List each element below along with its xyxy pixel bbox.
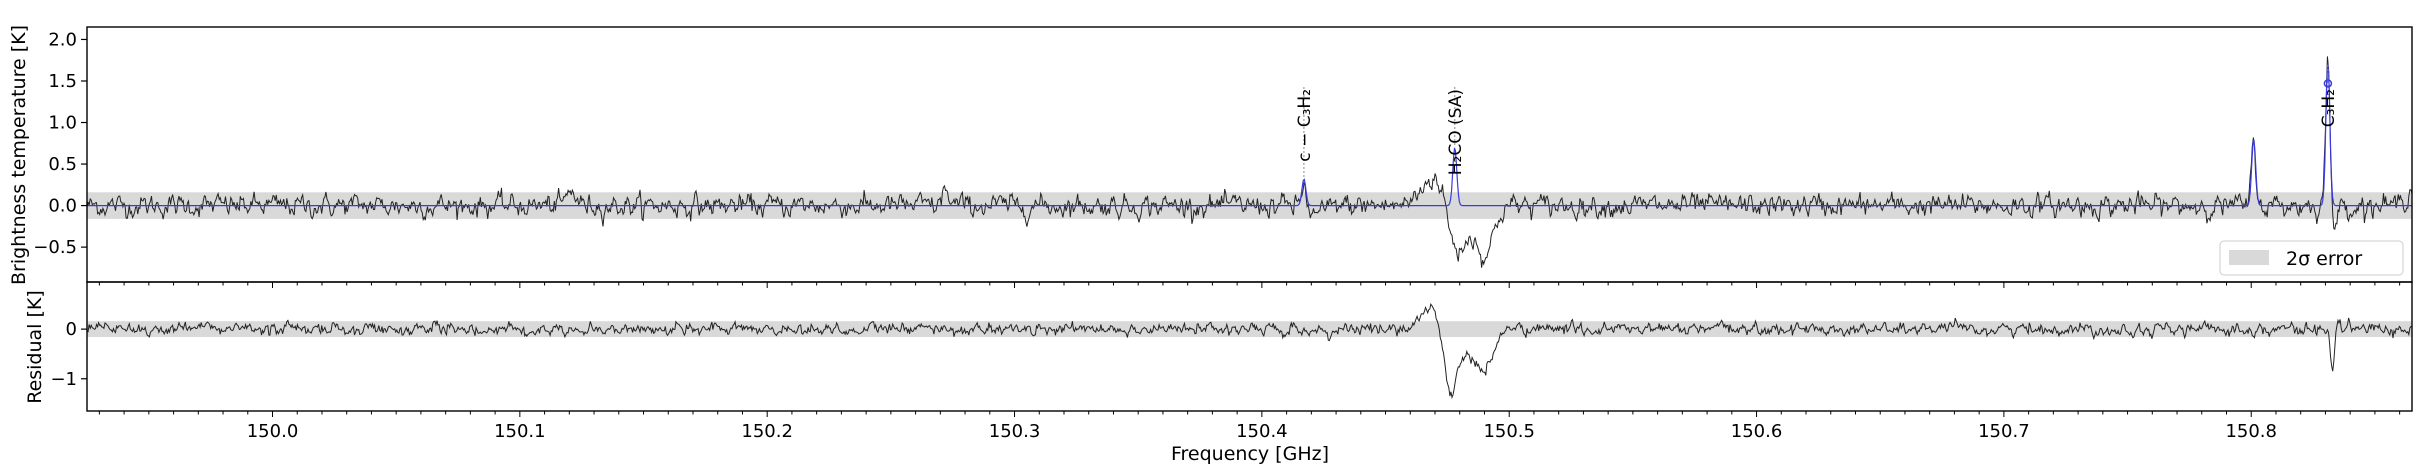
fit-marker xyxy=(2323,79,2333,88)
x-axis-title: Frequency [GHz] xyxy=(1171,443,1329,465)
y-tick-label: 1.0 xyxy=(48,113,77,134)
x-tick-label: 150.8 xyxy=(2225,421,2277,442)
model-spectrum xyxy=(87,63,2412,207)
top-panel: 2.0 1.5 1.0 0.5 0.0 −0.5 c − C₃H₂ H₂CO (SA) C₃H₂… xyxy=(33,26,2413,288)
legend-swatch xyxy=(2229,250,2269,265)
y-tick-label: 1.5 xyxy=(48,71,77,92)
y-tick-label: 0.5 xyxy=(48,154,77,175)
residual-spectrum xyxy=(87,303,2412,400)
x-tick-label: 150.7 xyxy=(1978,421,2030,442)
line-id-label: H₂CO (SA) xyxy=(1446,89,1466,175)
axes-frame xyxy=(86,281,2413,412)
y-tick-label: −0.5 xyxy=(33,237,77,258)
axes-frame xyxy=(86,26,2413,283)
line-id-label: C₃H₂ xyxy=(2319,89,2339,127)
line-id-label: c − C₃H₂ xyxy=(1295,89,1315,162)
top-y-axis-title: Brightness temperature [K] xyxy=(8,25,30,285)
bottom-y-axis-title: Residual [K] xyxy=(24,290,46,404)
x-tick-label: 150.6 xyxy=(1731,421,1783,442)
y-tick-label: −1 xyxy=(50,369,77,390)
y-tick-label: 2.0 xyxy=(48,29,77,50)
x-tick-label: 150.1 xyxy=(494,421,546,442)
x-tick-label: 150.0 xyxy=(247,421,299,442)
x-tick-label: 150.2 xyxy=(741,421,793,442)
y-tick-label: 0.0 xyxy=(48,196,77,217)
x-tick-label: 150.5 xyxy=(1483,421,1535,442)
legend: 2σ error xyxy=(2219,240,2404,276)
legend-label: 2σ error xyxy=(2286,248,2362,270)
x-tick-label: 150.4 xyxy=(1236,421,1288,442)
observed-spectrum xyxy=(87,56,2412,268)
y-tick-label: 0 xyxy=(66,319,77,340)
x-tick-label: 150.3 xyxy=(989,421,1041,442)
bottom-panel: 0 −1 150.0 150.1 150.2 150.3 150.4 150.5 150.6 15… xyxy=(50,281,2413,442)
legend-box xyxy=(2219,240,2404,276)
